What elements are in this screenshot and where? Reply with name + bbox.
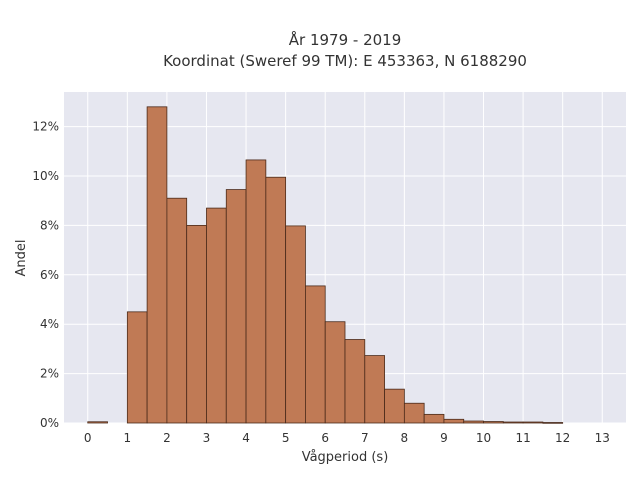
bars	[87, 106, 564, 424]
histogram-bar	[443, 418, 465, 424]
histogram-bar	[305, 285, 326, 424]
x-tick-label: 8	[401, 431, 409, 445]
chart-title-line-2: Koordinat (Sweref 99 TM): E 453363, N 61…	[163, 52, 527, 70]
y-tick-label: 4%	[40, 317, 59, 331]
histogram-bar	[403, 402, 425, 424]
histogram-bar	[522, 421, 544, 424]
histogram-bar	[324, 321, 346, 424]
chart-title-line-1: År 1979 - 2019	[289, 30, 402, 49]
histogram-bar	[186, 224, 207, 424]
y-tick-label: 6%	[40, 268, 59, 282]
histogram-bar	[364, 355, 385, 424]
x-tick-label: 6	[321, 431, 329, 445]
y-tick-label: 8%	[40, 218, 59, 232]
y-tick-label: 12%	[32, 120, 59, 134]
histogram-bar	[384, 388, 405, 424]
histogram-bar	[166, 197, 188, 424]
histogram-bar	[502, 421, 524, 424]
histogram-bar	[87, 421, 108, 424]
x-tick-label: 4	[242, 431, 250, 445]
x-axis-label: Vågperiod (s)	[302, 450, 389, 465]
y-tick-label: 0%	[40, 416, 59, 430]
y-tick-label: 10%	[32, 169, 59, 183]
histogram-bar	[146, 106, 168, 424]
y-tick-label: 2%	[40, 367, 59, 381]
histogram-bar	[483, 421, 504, 424]
histogram-bar	[423, 413, 445, 424]
x-tick-label: 12	[555, 431, 570, 445]
histogram-bar	[463, 420, 484, 424]
x-tick-label: 7	[361, 431, 369, 445]
histogram-bar	[285, 225, 306, 424]
histogram-bar	[542, 422, 564, 424]
x-tick-label: 1	[124, 431, 132, 445]
histogram-bar	[206, 207, 227, 424]
histogram-bar	[344, 339, 366, 424]
x-tick-label: 0	[84, 431, 92, 445]
histogram-bar	[225, 189, 247, 424]
histogram-bar	[265, 176, 287, 424]
x-tick-label: 9	[440, 431, 448, 445]
x-tick-label: 2	[163, 431, 171, 445]
x-tick-label: 3	[203, 431, 211, 445]
y-axis-ticks: 0% 2% 4% 6% 8% 10% 12%	[32, 120, 59, 430]
x-axis-ticks: 0 1 2 3 4 5 6 7 8 9 10 11 12 13	[84, 431, 610, 445]
y-axis-label: Andel	[14, 240, 29, 277]
x-tick-label: 10	[476, 431, 491, 445]
histogram-bar	[245, 159, 267, 424]
histogram-bar	[126, 311, 148, 424]
x-tick-label: 13	[595, 431, 610, 445]
x-tick-label: 11	[515, 431, 530, 445]
x-tick-label: 5	[282, 431, 290, 445]
